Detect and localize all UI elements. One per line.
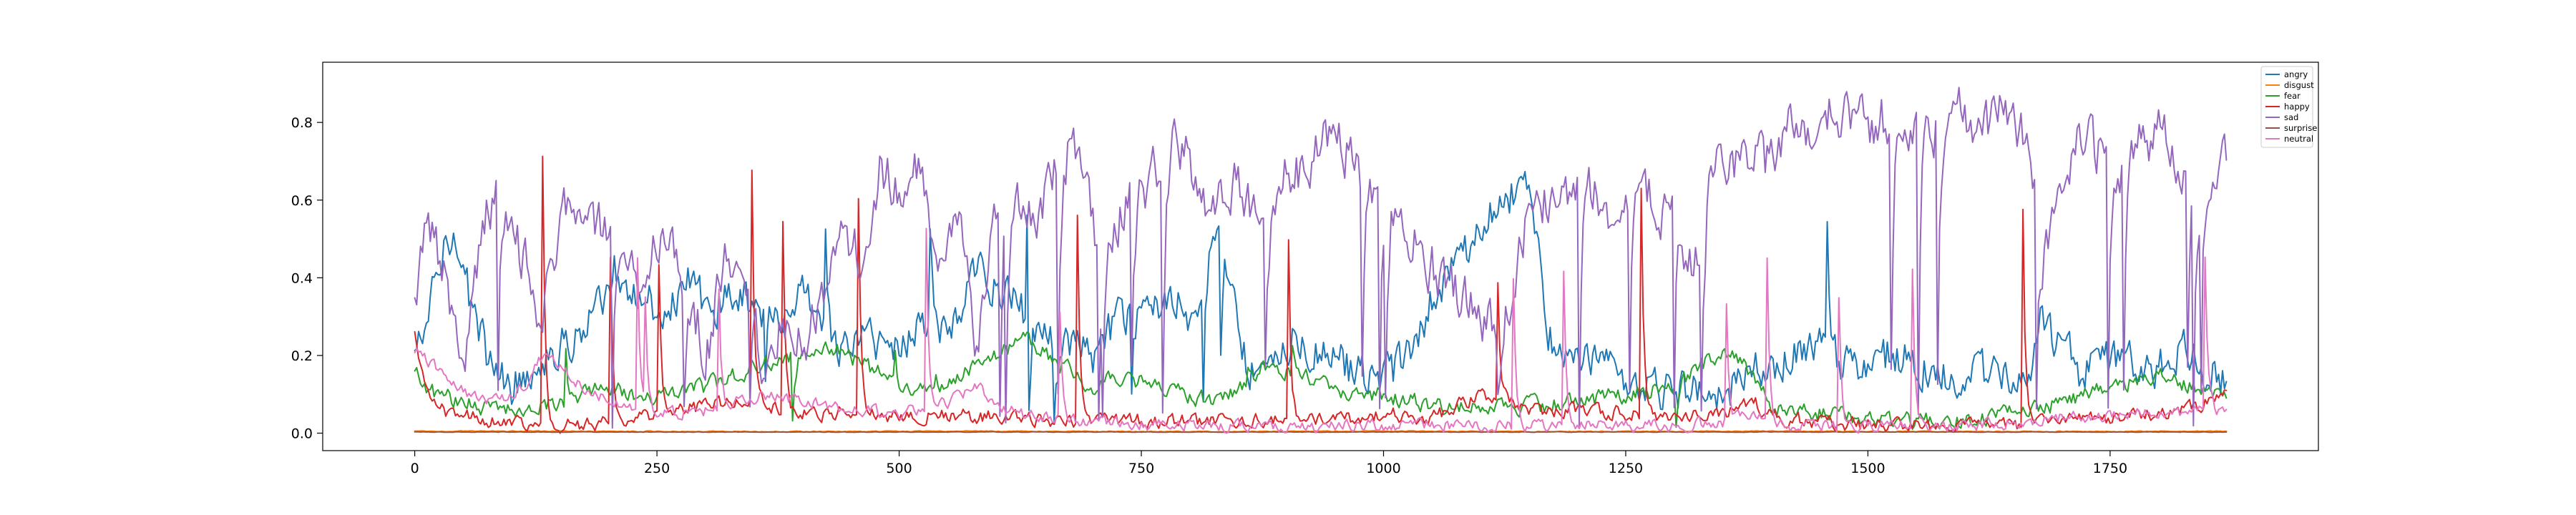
axes-layer: 0 250 500 750 1000 1250 1500 1750 0.0 0.2 0.4 0.6 0.… [291,62,2319,476]
legend-box [2260,66,2313,148]
y-tick-label: 0.2 [291,348,313,364]
y-tick-label: 0.0 [291,426,313,442]
legend-label-happy: happy [2284,102,2310,112]
series-line-fear [414,331,2228,430]
x-tick-label: 500 [886,461,912,476]
legend-label-neutral: neutral [2284,134,2313,144]
series-layer [414,87,2228,434]
x-tick-label: 0 [411,461,419,476]
legend-label-angry: angry [2284,69,2308,79]
x-tick-label: 750 [1128,461,1154,476]
plot-frame [322,62,2319,451]
x-tick-label: 1250 [1609,461,1643,476]
legend-label-disgust: disgust [2284,80,2314,90]
y-tick-label: 0.6 [291,193,313,209]
y-tick-label: 0.8 [291,115,313,131]
x-tick-label: 1500 [1850,461,1885,476]
x-tick-label: 1000 [1366,461,1400,476]
x-tick-label: 250 [644,461,670,476]
x-tick-label: 1750 [2093,461,2127,476]
series-line-surprise [414,431,2228,433]
legend-label-fear: fear [2284,91,2301,101]
series-line-sad [414,87,2228,429]
y-tick-label: 0.4 [291,270,313,286]
series-line-neutral [414,227,2228,434]
legend-label-surprise: surprise [2284,123,2317,133]
series-line-angry [414,170,2228,423]
legend-label-sad: sad [2284,112,2298,122]
